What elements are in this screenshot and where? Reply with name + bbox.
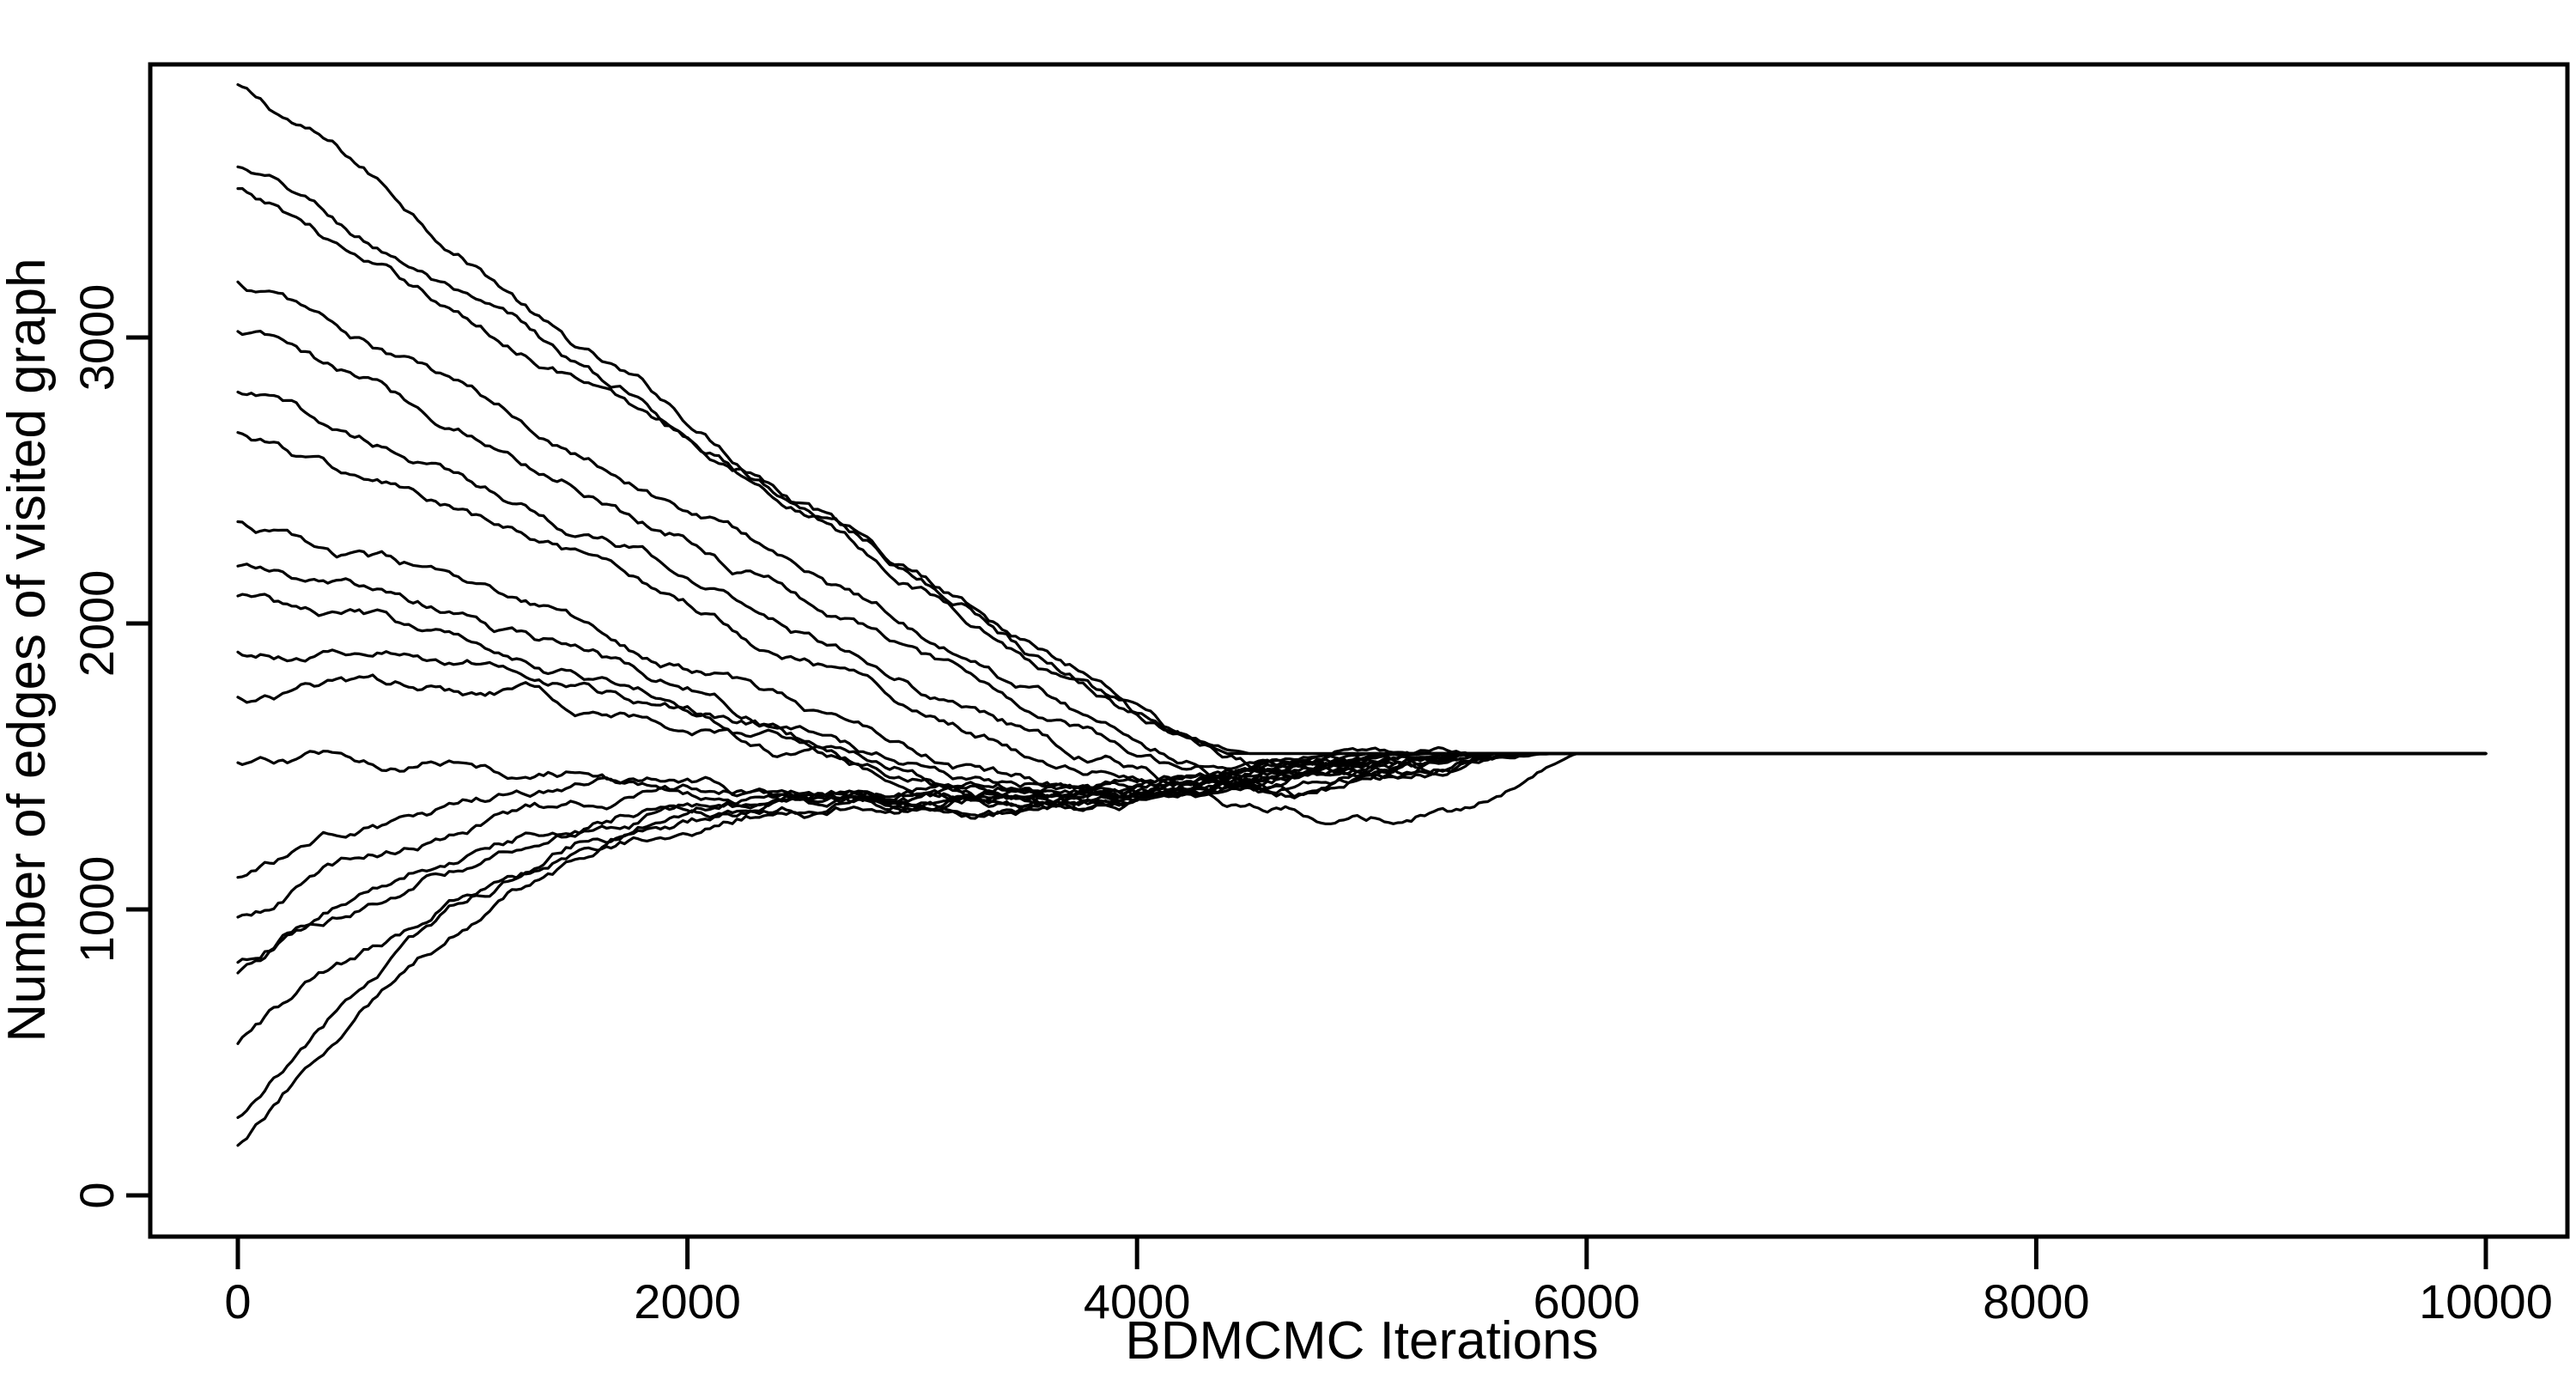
y-tick-label: 1000 bbox=[70, 856, 124, 964]
y-axis: 0 1000 2000 3000 bbox=[70, 284, 150, 1209]
trace-lines bbox=[236, 82, 2488, 1147]
trace-09-line bbox=[236, 562, 2488, 793]
x-axis: 0 2000 4000 6000 8000 10000 bbox=[224, 1237, 2553, 1328]
trace-18-line bbox=[236, 751, 2488, 1045]
x-axis-title: BDMCMC Iterations bbox=[1125, 1311, 1598, 1371]
y-axis-title: Number of edges of visited graph bbox=[0, 258, 57, 1042]
trace-01-line bbox=[236, 82, 2488, 756]
trace-02-line bbox=[236, 165, 2488, 756]
y-tick-label: 2000 bbox=[70, 570, 124, 678]
trace-07-line bbox=[236, 431, 2488, 784]
plot-border bbox=[148, 62, 2570, 1239]
trace-04-line bbox=[236, 280, 2488, 799]
trace-19-line bbox=[236, 751, 2488, 1119]
x-tick-label: 2000 bbox=[634, 1274, 741, 1328]
y-tick-label: 0 bbox=[70, 1182, 124, 1208]
trace-17-line bbox=[236, 751, 2488, 975]
x-tick-label: 10000 bbox=[2419, 1274, 2553, 1328]
trace-12-line bbox=[236, 673, 2488, 812]
y-tick-label: 3000 bbox=[70, 284, 124, 392]
trace-20-line bbox=[236, 751, 2488, 1147]
x-tick-label: 8000 bbox=[1983, 1274, 2090, 1328]
x-tick-label: 0 bbox=[224, 1274, 251, 1328]
x-tick-label: 4000 bbox=[1084, 1274, 1191, 1328]
x-tick-label: 6000 bbox=[1534, 1274, 1641, 1328]
trace-03-line bbox=[236, 186, 2488, 777]
